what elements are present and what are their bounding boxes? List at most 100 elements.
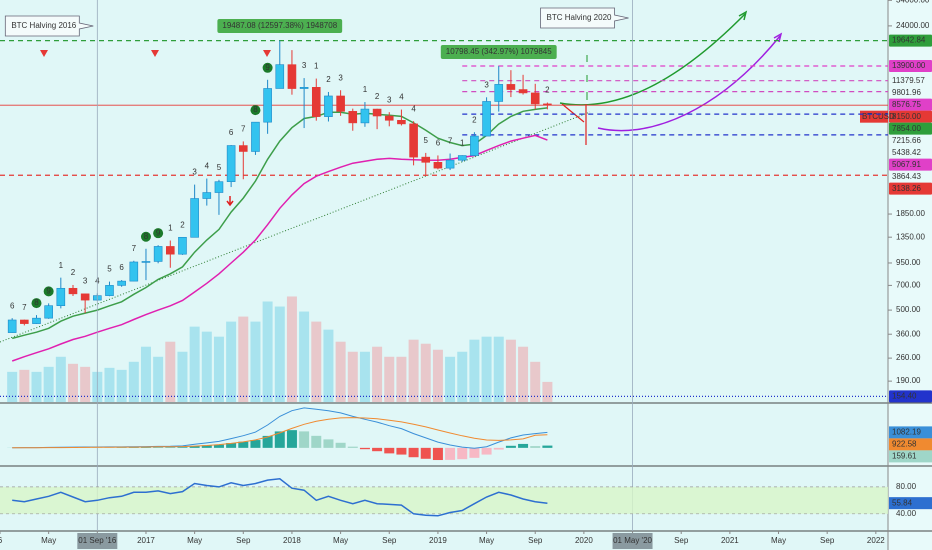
y-tick-label: 1850.00 [896, 209, 925, 218]
y-tick-label: 1350.00 [896, 232, 925, 241]
volume-bar [505, 339, 516, 402]
td-count: 2 [180, 220, 185, 229]
x-tick-label: May [41, 536, 56, 545]
volume-bar [530, 361, 541, 402]
price-tag-label: 3138.26 [892, 184, 921, 193]
volume-bar [396, 356, 407, 402]
td-count: 1 [59, 261, 64, 270]
macd-histogram-bar [445, 447, 456, 460]
candle-body [7, 319, 17, 333]
price-tag [889, 390, 932, 403]
td-count: 2 [545, 86, 550, 95]
volume-bar [238, 316, 249, 402]
volume-bar [286, 296, 297, 402]
volume-bar [213, 336, 224, 402]
macd-histogram-bar [274, 431, 285, 448]
td-count: 4 [399, 93, 404, 102]
td-count: 7 [241, 125, 246, 134]
volume-bar [335, 341, 346, 402]
candle-body [166, 246, 175, 255]
candle-body [397, 119, 406, 125]
macd-histogram-bar [299, 431, 310, 448]
candle-body [178, 236, 187, 255]
candle-body [117, 280, 126, 286]
candle-body [287, 64, 297, 89]
candle-body [20, 319, 29, 324]
price-tag [889, 110, 932, 123]
x-tick-label: Sep [236, 536, 251, 545]
td-count: 6 [119, 263, 124, 272]
volume-bar [19, 369, 30, 402]
x-tick-label: 2021 [721, 536, 739, 545]
td-badge [153, 228, 164, 239]
td-count: 3 [302, 61, 307, 70]
candle-body [348, 111, 358, 124]
x-tick-label: May [479, 536, 494, 545]
volume-bar [116, 369, 127, 402]
price-tag-label: 8150.00 [892, 112, 921, 121]
price-tag-label: 154.40 [892, 391, 917, 400]
y-tick-label: 34000.00 [896, 0, 930, 4]
macd-histogram-bar [359, 447, 370, 450]
volume-bar [372, 346, 383, 402]
price-tag-label: 9801.96 [892, 88, 921, 97]
price-tag-label: 7854.00 [892, 124, 921, 133]
price-tag-label: 3864.43 [892, 172, 921, 181]
volume-bar [359, 351, 370, 402]
candle-body [482, 101, 491, 137]
td-badge [31, 298, 42, 309]
macd-histogram-bar [226, 443, 237, 448]
volume-bar [542, 381, 553, 402]
x-tick-label: Sep [382, 536, 397, 545]
macd-histogram-bar [384, 447, 395, 454]
candle-body [299, 87, 309, 89]
candle-body [105, 285, 114, 296]
x-tick-label: May [771, 536, 786, 545]
arrow [738, 10, 748, 21]
candle-body [226, 145, 236, 182]
x-tick-label: 2018 [283, 536, 301, 545]
td-count: 7 [132, 244, 137, 253]
macd-histogram-bar [286, 430, 297, 448]
macd-histogram-bar [262, 435, 273, 448]
candle-body [494, 84, 504, 102]
td-count: 9 [46, 286, 51, 295]
volume-bar [432, 349, 443, 402]
candle-body [311, 87, 321, 117]
macd-histogram-bar [189, 446, 200, 448]
x-tick-label: 01 Sep '16 [78, 536, 117, 545]
arrow [561, 103, 587, 145]
candle-body [457, 155, 467, 161]
candle-body [518, 89, 528, 94]
volume-bar [104, 367, 115, 402]
candle-body [251, 121, 260, 152]
macd-histogram-bar [372, 447, 383, 452]
x-tick-label: Sep [674, 536, 689, 545]
value-tag-label: 159.61 [892, 452, 917, 461]
td-count: 6 [436, 139, 441, 148]
measure-box [217, 19, 343, 33]
td-count: 5 [107, 265, 112, 274]
volume-bar [323, 329, 334, 402]
macd-histogram-bar [213, 444, 224, 448]
volume-bar [262, 301, 273, 402]
macd-histogram-bar [396, 447, 407, 455]
x-tick-label: 2022 [867, 536, 885, 545]
candle-body [530, 92, 540, 105]
candle-body [324, 95, 333, 117]
candle-body [129, 261, 139, 282]
macd-histogram-bar [457, 447, 468, 460]
macd-histogram-bar [311, 435, 322, 448]
price-tag [889, 98, 932, 111]
price-tag-label: 11379.57 [892, 76, 925, 85]
volume-bar [140, 346, 151, 402]
volume-bar [469, 339, 480, 402]
candle-body [141, 261, 151, 263]
macd-histogram-bar [177, 447, 188, 448]
candle-body [384, 115, 394, 121]
macd-histogram-bar [505, 445, 516, 448]
volume-bar [189, 326, 200, 402]
price-tag [889, 158, 932, 171]
moving-average [12, 107, 548, 340]
